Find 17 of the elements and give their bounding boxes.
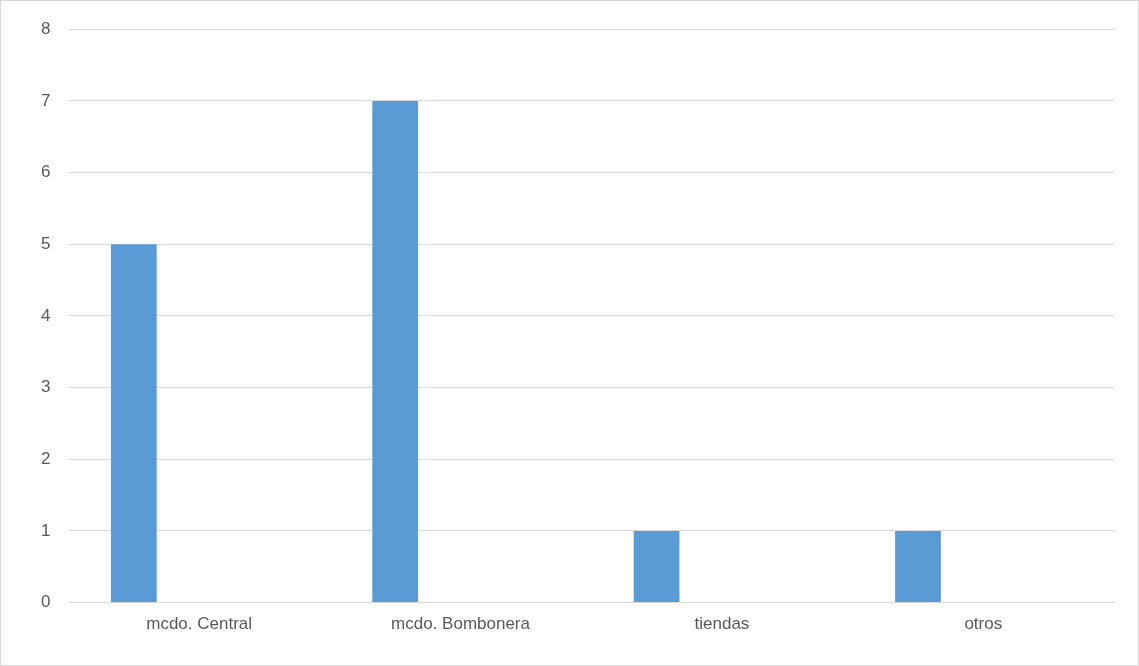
x-tick-label: tiendas bbox=[694, 614, 750, 634]
x-tick-label: mcdo. Bombonera bbox=[391, 614, 531, 634]
bar bbox=[633, 530, 680, 603]
y-tick-label: 3 bbox=[40, 377, 51, 397]
x-tick-label: mcdo. Central bbox=[146, 614, 253, 634]
y-tick-label: 4 bbox=[40, 305, 51, 325]
x-tick-label: otros bbox=[964, 614, 1003, 634]
y-tick-label: 1 bbox=[40, 520, 51, 540]
y-tick-label: 7 bbox=[40, 90, 51, 110]
y-tick-label: 0 bbox=[40, 592, 51, 612]
bar bbox=[110, 244, 157, 603]
bar bbox=[895, 530, 941, 603]
bar bbox=[372, 100, 419, 603]
y-tick-label: 8 bbox=[40, 18, 51, 38]
y-tick-label: 2 bbox=[40, 448, 51, 468]
y-tick-label: 5 bbox=[40, 233, 51, 253]
y-tick-label: 6 bbox=[40, 162, 51, 182]
